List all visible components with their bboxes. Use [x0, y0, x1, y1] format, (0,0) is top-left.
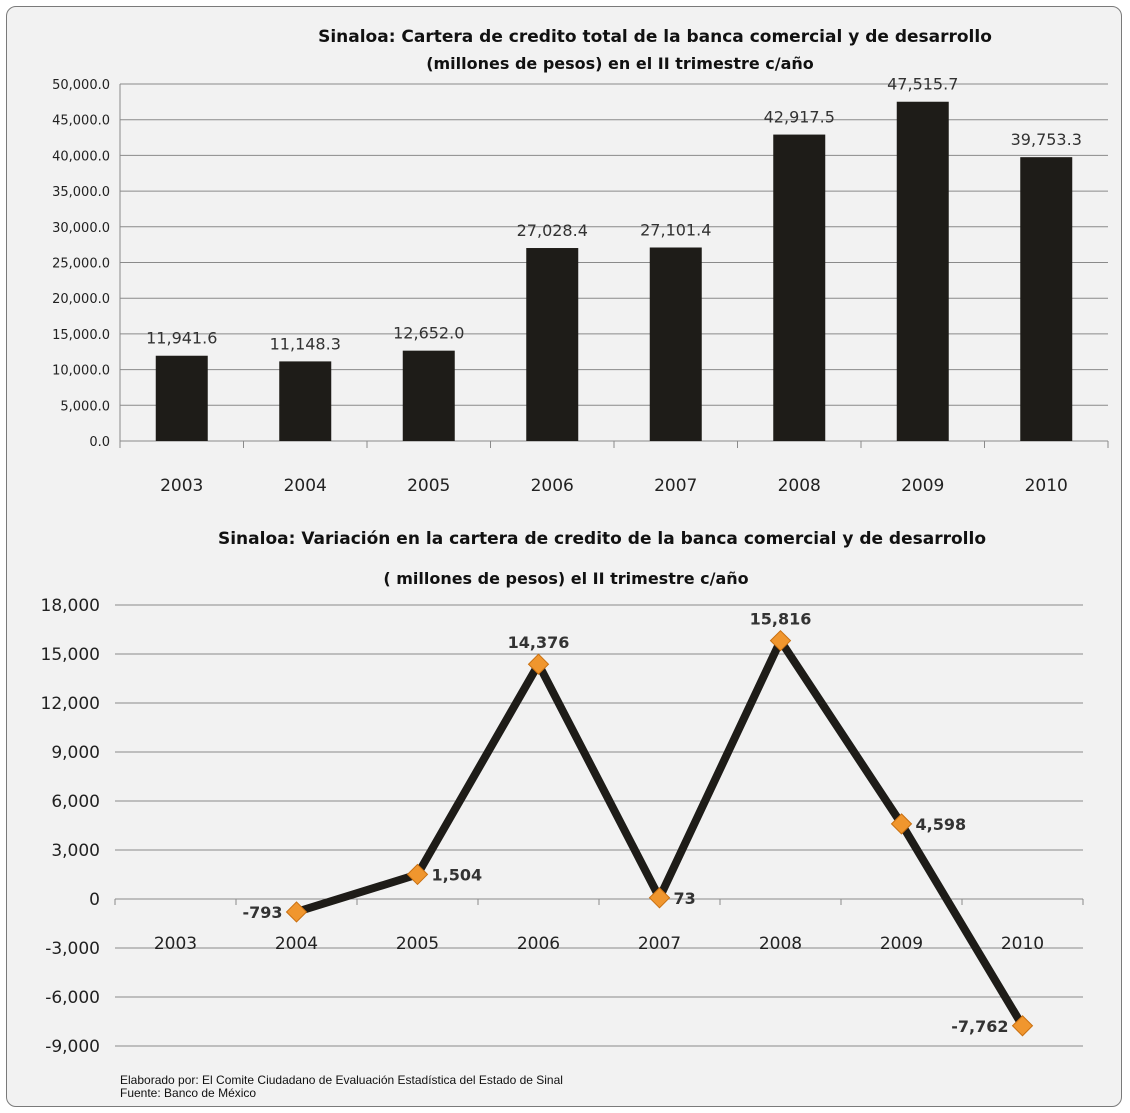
bar-chart: Sinaloa: Cartera de credito total de la …: [52, 27, 1109, 496]
footer-source: Fuente: Banco de México: [120, 1086, 257, 1100]
bar-chart-subtitle: (millones de pesos) en el II trimestre c…: [426, 54, 814, 73]
bar: [402, 350, 455, 441]
bar-ytick-label: 5,000.0: [60, 399, 110, 414]
bar: [649, 247, 702, 441]
bar-ytick-label: 30,000.0: [52, 221, 110, 236]
bar-xtick-label: 2005: [407, 476, 450, 496]
bar-ytick-label: 15,000.0: [52, 328, 110, 343]
bar-ytick-label: 50,000.0: [52, 78, 110, 93]
bar-xtick-label: 2008: [778, 476, 821, 496]
bar-ytick-label: 35,000.0: [52, 185, 110, 200]
bar-ytick-label: 40,000.0: [52, 149, 110, 164]
bar-data-label: 47,515.7: [887, 75, 958, 94]
bar-xtick-label: 2009: [901, 476, 944, 496]
bar: [1020, 157, 1073, 441]
bar: [773, 134, 826, 442]
bar-ytick-label: 0.0: [89, 435, 110, 450]
bar-xtick-label: 2003: [160, 476, 203, 496]
bar-xtick-label: 2010: [1025, 476, 1068, 496]
bar: [526, 248, 579, 441]
bar: [279, 361, 332, 441]
footer-credit: Elaborado por: El Comite Ciudadano de Ev…: [120, 1073, 563, 1087]
bar: [155, 355, 208, 441]
bar-data-label: 27,028.4: [517, 221, 588, 240]
bar-data-label: 27,101.4: [640, 220, 711, 239]
bar-data-label: 11,148.3: [270, 334, 341, 353]
bar-data-label: 39,753.3: [1011, 130, 1082, 149]
bar-ytick-label: 45,000.0: [52, 114, 110, 129]
bar-ytick-label: 25,000.0: [52, 257, 110, 272]
bar-xtick-label: 2007: [654, 476, 697, 496]
bar-data-label: 11,941.6: [146, 329, 217, 348]
bar-xtick-label: 2006: [531, 476, 574, 496]
bar-ytick-label: 20,000.0: [52, 292, 110, 307]
bar-ytick-label: 10,000.0: [52, 364, 110, 379]
bar: [896, 101, 949, 441]
bar-data-label: 12,652.0: [393, 324, 464, 343]
bar-xtick-label: 2004: [284, 476, 327, 496]
bar-data-label: 42,917.5: [764, 108, 835, 127]
bar-chart-title: Sinaloa: Cartera de credito total de la …: [318, 27, 992, 47]
